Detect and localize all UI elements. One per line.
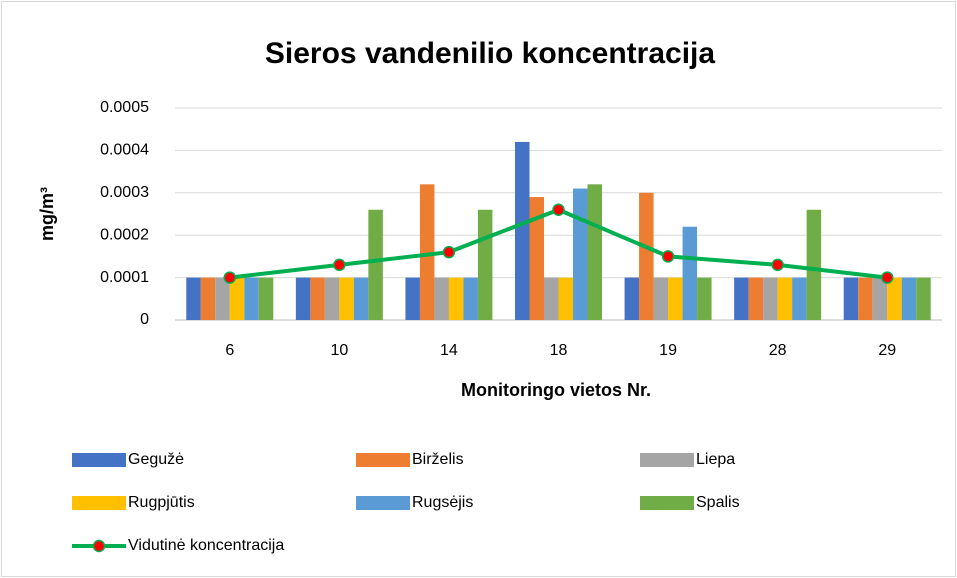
bar bbox=[777, 277, 793, 320]
line-marker bbox=[771, 258, 784, 272]
legend-swatch bbox=[640, 496, 694, 510]
bar bbox=[324, 277, 340, 320]
bar bbox=[529, 197, 544, 320]
bar bbox=[229, 277, 245, 320]
legend-label: Liepa bbox=[696, 451, 735, 468]
bar bbox=[587, 184, 602, 320]
bar bbox=[887, 277, 902, 320]
y-tick-label: 0.0001 bbox=[100, 269, 149, 286]
bar bbox=[200, 277, 216, 320]
legend-label: Gegužė bbox=[128, 451, 184, 468]
legend-swatch bbox=[356, 453, 410, 467]
legend-label: Rugsėjis bbox=[412, 494, 473, 511]
legend-label: Rugpjūtis bbox=[128, 494, 195, 511]
bar bbox=[858, 277, 873, 320]
legend-swatch bbox=[356, 496, 410, 510]
bar bbox=[843, 277, 859, 320]
bar bbox=[734, 277, 749, 320]
bar bbox=[682, 226, 698, 320]
x-tick-label: 28 bbox=[769, 342, 787, 359]
bar bbox=[448, 277, 464, 320]
bar bbox=[558, 277, 573, 320]
y-tick-label: 0.0005 bbox=[100, 99, 149, 116]
x-tick-label: 10 bbox=[330, 342, 348, 359]
bar bbox=[806, 209, 822, 320]
bar bbox=[573, 188, 588, 320]
bar bbox=[668, 277, 683, 320]
bar bbox=[872, 277, 888, 320]
legend-swatch bbox=[640, 453, 694, 467]
line-marker bbox=[661, 250, 675, 263]
bar bbox=[339, 277, 354, 320]
bar bbox=[295, 277, 311, 320]
bar bbox=[792, 277, 807, 320]
y-tick-label: 0.0002 bbox=[100, 226, 149, 243]
bar bbox=[916, 277, 931, 320]
y-tick-label: 0.0003 bbox=[100, 184, 149, 201]
legend-swatch bbox=[72, 496, 126, 510]
legend-swatch bbox=[72, 453, 126, 467]
bar bbox=[653, 277, 669, 320]
bar bbox=[477, 209, 493, 320]
legend-marker bbox=[92, 539, 106, 553]
bar bbox=[419, 184, 435, 320]
bar bbox=[244, 277, 259, 320]
x-tick-label: 29 bbox=[878, 342, 896, 359]
bar bbox=[186, 277, 201, 320]
x-axis-title: Monitoringo vietos Nr. bbox=[461, 380, 651, 400]
bar bbox=[463, 277, 478, 320]
bar bbox=[215, 277, 230, 320]
bar bbox=[353, 277, 369, 320]
bar bbox=[310, 277, 325, 320]
y-axis-title: mg/m³ bbox=[37, 187, 57, 241]
bar bbox=[748, 277, 764, 320]
bar bbox=[544, 277, 559, 320]
line-marker bbox=[880, 271, 894, 284]
bar bbox=[901, 277, 917, 320]
bar bbox=[258, 277, 274, 320]
legend-label: Vidutinė koncentracija bbox=[128, 537, 284, 554]
x-tick-label: 6 bbox=[225, 342, 234, 359]
line-marker bbox=[442, 245, 456, 259]
x-tick-label: 19 bbox=[659, 342, 677, 359]
line-marker bbox=[552, 203, 565, 217]
x-tick-label: 14 bbox=[440, 342, 458, 359]
bar bbox=[405, 277, 420, 320]
bar bbox=[515, 141, 530, 320]
legend-label: Birželis bbox=[412, 451, 464, 468]
chart-title: Sieros vandenilio koncentracija bbox=[265, 37, 715, 70]
bar bbox=[624, 277, 640, 320]
y-tick-label: 0 bbox=[140, 311, 149, 328]
bar bbox=[368, 209, 383, 320]
legend-label: Spalis bbox=[696, 494, 740, 511]
bar bbox=[434, 277, 449, 320]
line-marker bbox=[223, 271, 237, 284]
line-marker bbox=[333, 258, 346, 272]
x-tick-label: 18 bbox=[550, 342, 568, 359]
bar bbox=[639, 192, 654, 320]
bar bbox=[697, 277, 712, 320]
bar bbox=[763, 277, 778, 320]
y-tick-label: 0.0004 bbox=[100, 142, 149, 159]
